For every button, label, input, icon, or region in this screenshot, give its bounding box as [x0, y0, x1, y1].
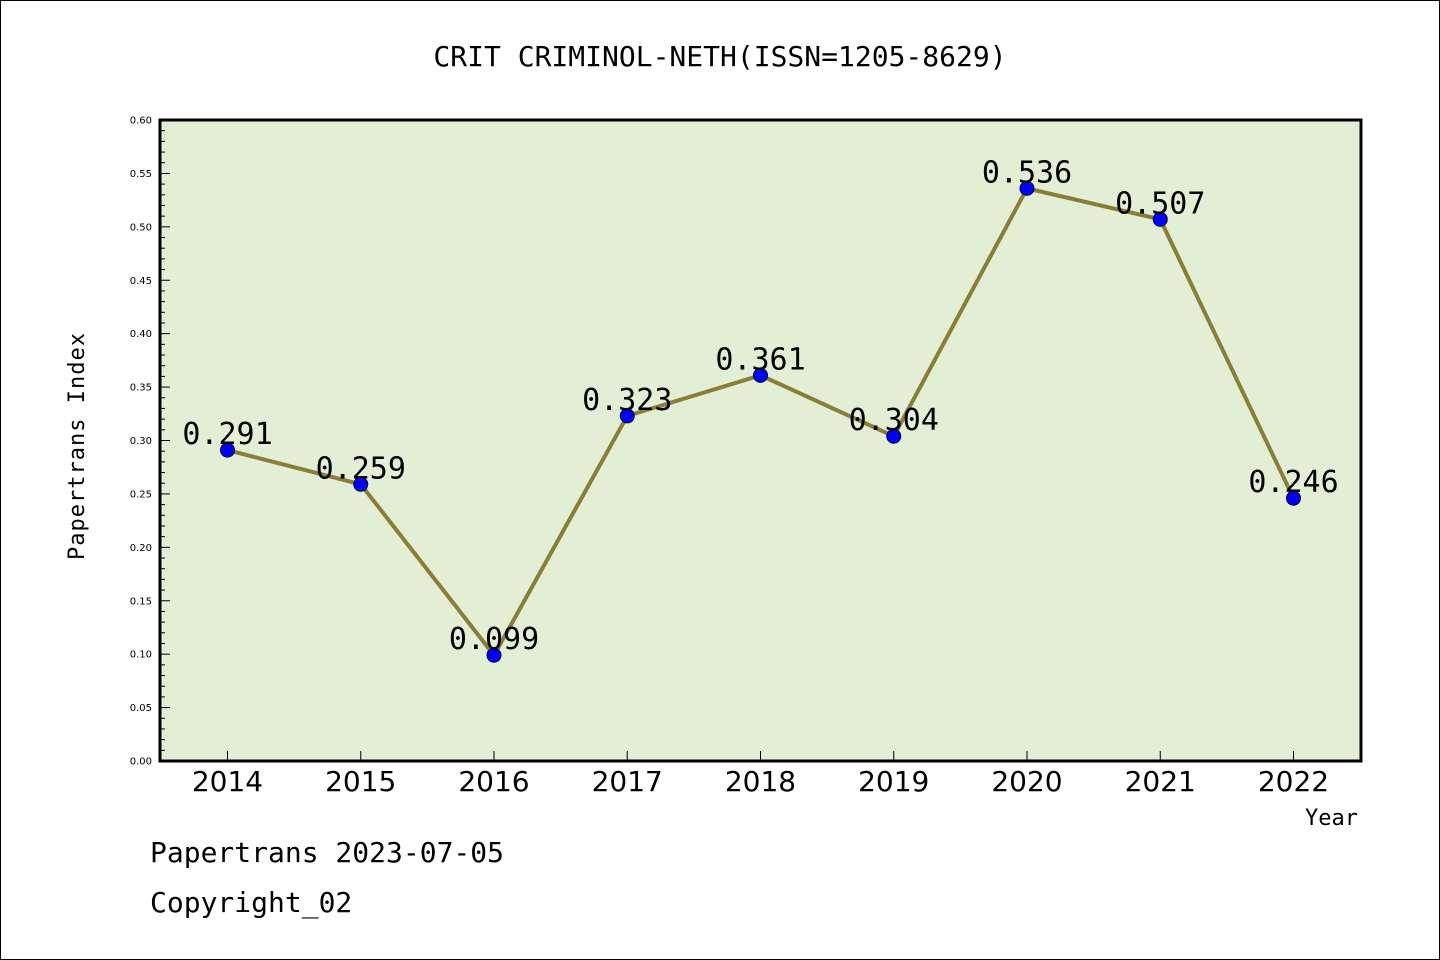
y-tick-label: 0.40: [130, 329, 152, 340]
x-axis: 2014 2015 2016 2017 2018 2019 2020 2021 2022: [192, 751, 1329, 798]
data-label: 0.259: [316, 451, 406, 486]
data-label: 0.099: [449, 622, 539, 657]
data-label: 0.361: [715, 342, 805, 377]
x-tick-label: 2022: [1258, 765, 1329, 798]
x-tick-label: 2019: [858, 765, 929, 798]
y-tick-label: 0.45: [130, 276, 152, 287]
y-axis: 0.00 0.05 0.10 0.15 0.20 0.25 0.30 0.35 0.40 0.45…: [130, 116, 170, 768]
y-tick-label: 0.60: [130, 116, 152, 127]
data-label: 0.323: [582, 383, 672, 418]
data-point: [1286, 490, 1301, 506]
data-point: [353, 476, 369, 492]
footer-copyright: Copyright_02: [150, 886, 353, 919]
y-tick-label: 0.05: [130, 703, 152, 714]
series-markers: [220, 180, 1301, 663]
data-point: [1019, 180, 1035, 196]
data-point: [486, 647, 502, 663]
data-point: [753, 367, 768, 383]
x-tick-label: 2018: [725, 765, 796, 798]
chart-title: CRIT CRIMINOL-NETH(ISSN=1205-8629): [433, 40, 1006, 73]
data-point: [886, 428, 902, 444]
data-label: 0.507: [1115, 186, 1205, 221]
y-axis-label: Papertrans Index: [65, 332, 90, 560]
plot-area: [160, 120, 1361, 761]
y-tick-label: 0.10: [130, 650, 152, 661]
y-tick-label: 0.15: [130, 596, 152, 607]
x-tick-label: 2015: [325, 765, 396, 798]
x-axis-label: Year: [1305, 806, 1358, 831]
data-label: 0.246: [1248, 465, 1338, 500]
x-tick-label: 2016: [458, 765, 529, 798]
data-label: 0.291: [182, 417, 272, 452]
data-point: [1152, 211, 1168, 227]
data-label: 0.304: [849, 403, 939, 438]
plot-border: [158, 118, 1363, 763]
x-tick-label: 2021: [1125, 765, 1196, 798]
y-tick-label: 0.30: [130, 436, 152, 447]
x-tick-label: 2020: [991, 765, 1062, 798]
data-labels: 0.291 0.259 0.099 0.323 0.361 0.304 0.536 0.507…: [182, 155, 1338, 657]
x-tick-label: 2017: [592, 765, 663, 798]
y-tick-label: 0.35: [130, 383, 152, 394]
y-tick-label: 0.20: [130, 543, 152, 554]
y-tick-label: 0.55: [130, 169, 152, 180]
y-tick-label: 0.50: [130, 222, 152, 233]
data-point: [619, 408, 635, 424]
y-tick-label: 0.00: [130, 757, 152, 768]
data-label: 0.536: [982, 155, 1072, 190]
x-tick-label: 2014: [192, 765, 263, 798]
footer-date: Papertrans 2023-07-05: [150, 836, 505, 869]
data-point: [220, 442, 235, 458]
y-tick-label: 0.25: [130, 489, 152, 500]
